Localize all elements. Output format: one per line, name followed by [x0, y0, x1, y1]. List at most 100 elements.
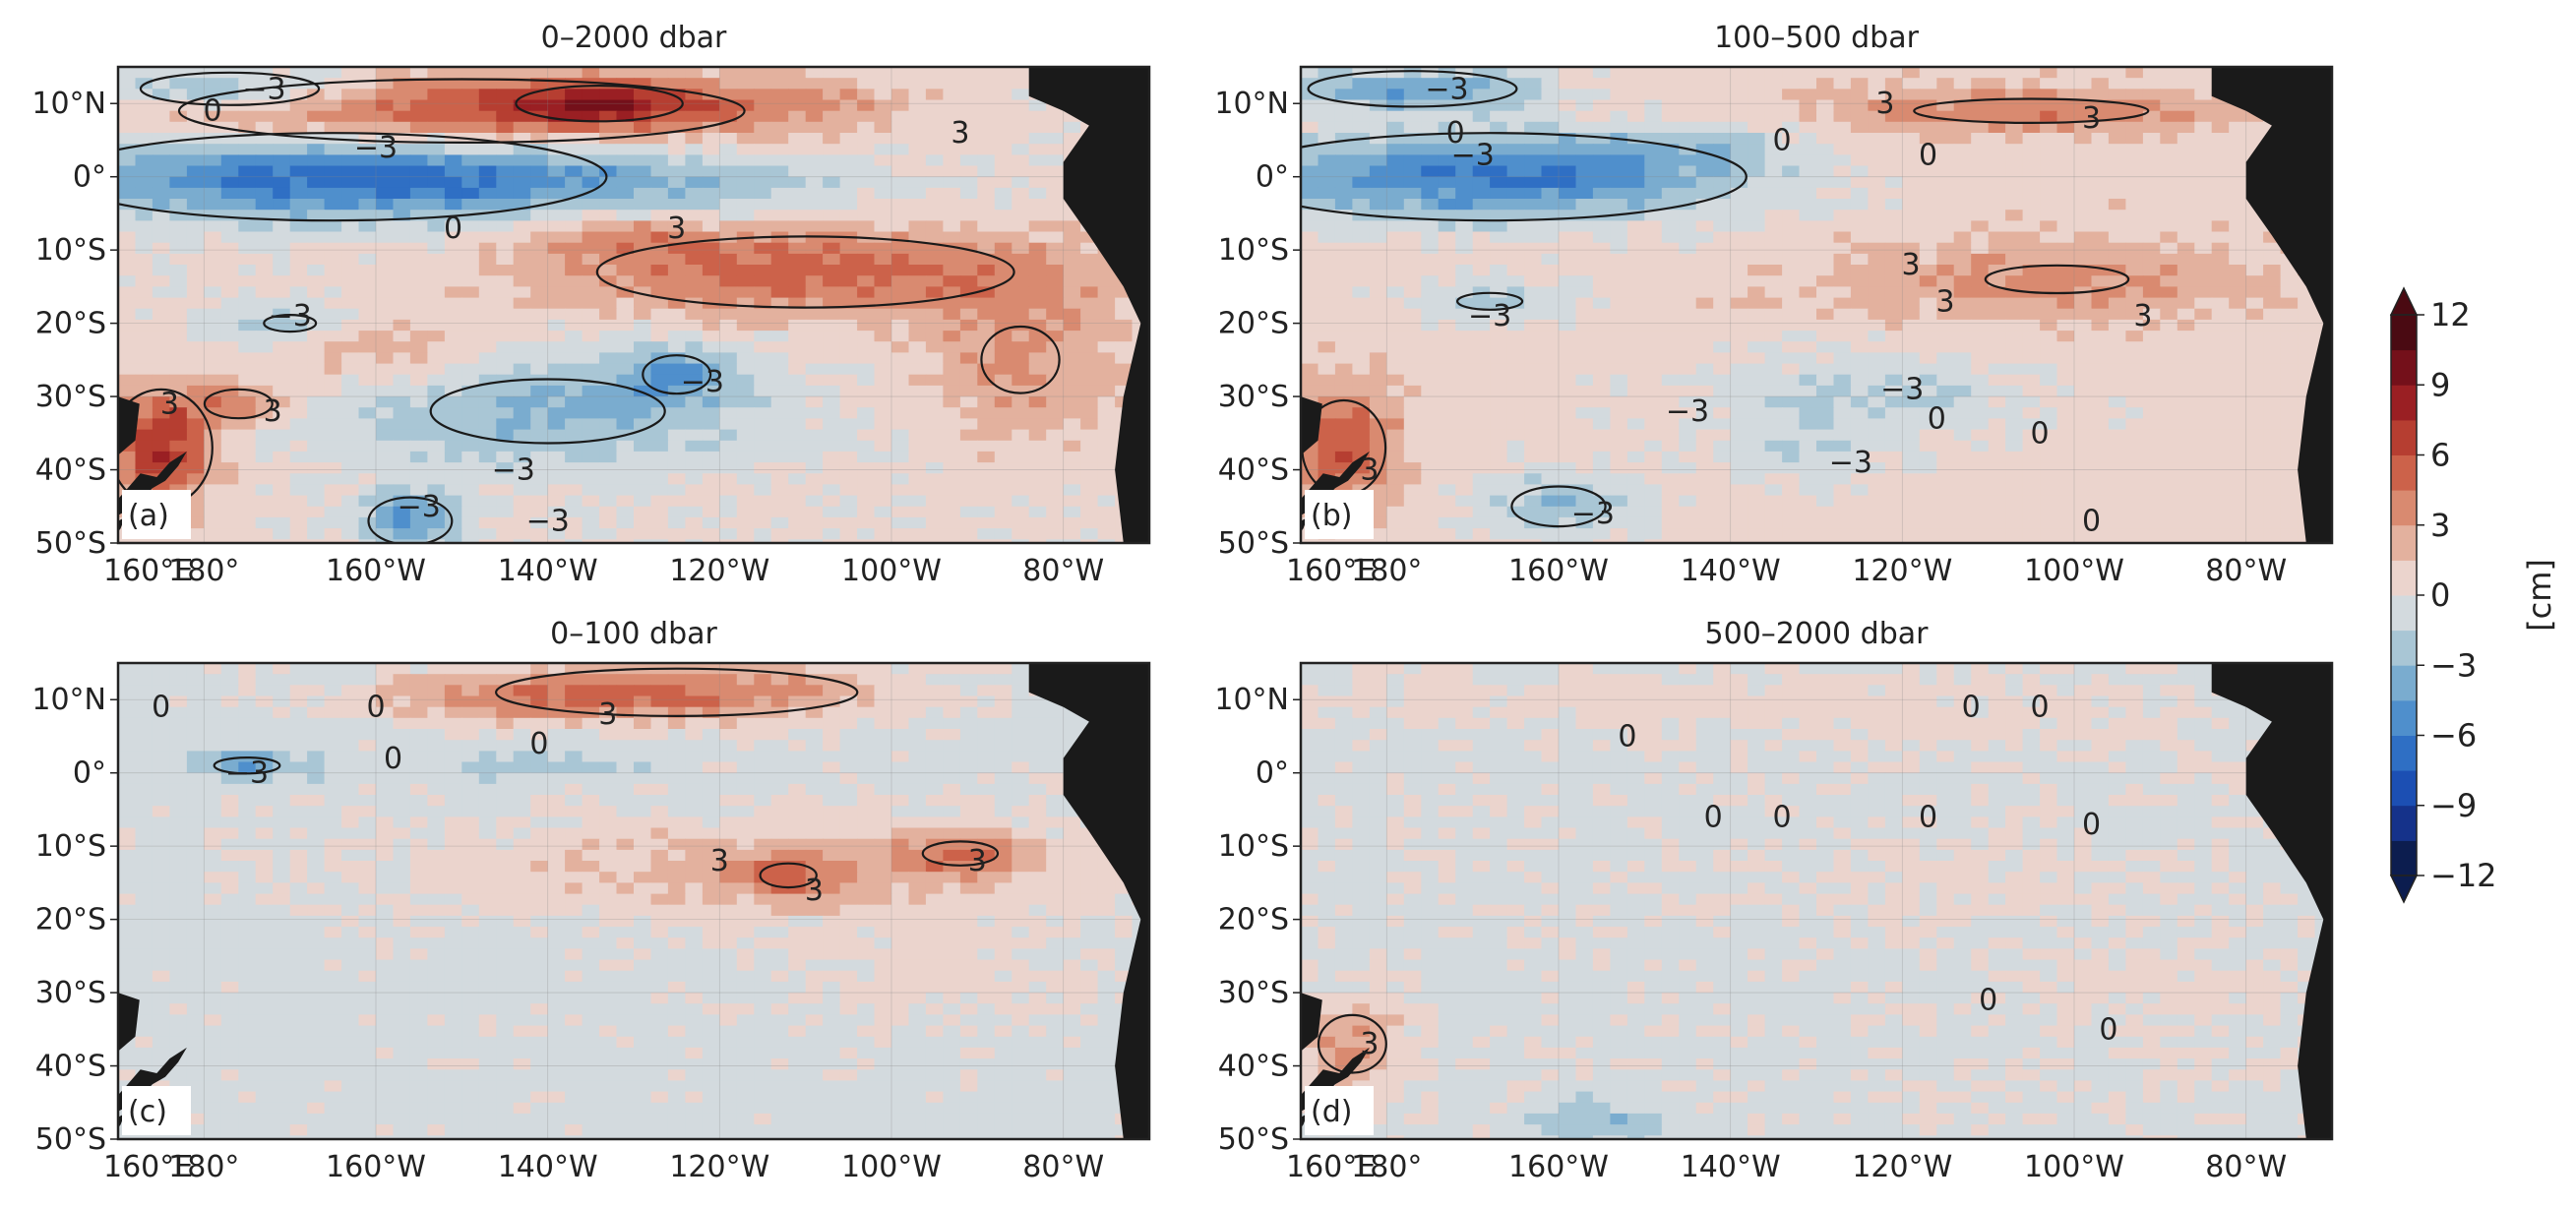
field-cell	[599, 473, 618, 486]
field-cell	[152, 385, 170, 397]
field-cell	[2245, 265, 2264, 276]
field-cell	[2194, 440, 2213, 453]
field-cell	[1884, 67, 1903, 79]
field-cell	[1919, 429, 1937, 442]
field-cell	[1919, 297, 1937, 310]
field-cell	[307, 308, 326, 321]
field-cell	[685, 462, 704, 474]
field-cell	[565, 473, 583, 486]
field-cell	[2091, 363, 2110, 376]
field-cell	[788, 275, 807, 287]
field-cell	[1421, 165, 1440, 178]
field-cell	[1988, 121, 2006, 134]
field-cell	[547, 165, 566, 178]
field-cell	[1301, 374, 1319, 387]
field-cell	[857, 516, 876, 529]
field-cell	[1816, 440, 1835, 453]
y-tick-label: 10°S	[35, 233, 106, 268]
field-cell	[891, 495, 910, 508]
field-cell	[1764, 341, 1783, 353]
field-cell	[2177, 67, 2195, 79]
field-cell	[1490, 473, 1508, 486]
field-cell	[2022, 165, 2041, 178]
field-cell	[1506, 396, 1525, 408]
field-cell	[2056, 451, 2075, 463]
field-cell	[994, 154, 1012, 167]
field-cell	[1868, 396, 1886, 408]
field-cell	[1953, 220, 1972, 233]
field-cell	[341, 484, 360, 497]
field-cell	[925, 144, 944, 155]
field-cell	[2005, 319, 2024, 332]
field-cell	[1833, 144, 1852, 155]
field-cell	[169, 429, 188, 442]
field-cell	[891, 539, 910, 543]
field-cell	[908, 396, 927, 408]
field-cell	[118, 265, 137, 276]
field-cell	[376, 396, 395, 408]
field-cell	[943, 231, 961, 244]
field-cell	[1386, 319, 1405, 332]
field-cell	[169, 319, 188, 332]
field-cell	[409, 363, 428, 376]
field-cell	[1695, 473, 1714, 486]
field-cell	[788, 341, 807, 353]
field-cell	[977, 242, 996, 255]
field-cell	[891, 451, 910, 463]
field-cell	[2263, 275, 2282, 287]
field-cell	[1318, 331, 1336, 342]
field-cell	[1764, 199, 1783, 211]
field-cell	[994, 176, 1012, 189]
field-cell	[1626, 199, 1645, 211]
field-cell	[1080, 352, 1099, 365]
field-cell	[307, 176, 326, 189]
field-cell	[599, 440, 618, 453]
field-cell	[1695, 286, 1714, 299]
field-cell	[513, 199, 531, 211]
field-cell	[255, 331, 274, 342]
field-cell	[2056, 154, 2075, 167]
field-cell	[1063, 253, 1081, 266]
field-cell	[513, 286, 531, 299]
field-cell	[1730, 352, 1748, 365]
field-cell	[2194, 253, 2213, 266]
field-cell	[1455, 462, 1474, 474]
field-cell	[1028, 319, 1047, 332]
field-cell	[1334, 89, 1353, 101]
field-cell	[1868, 297, 1886, 310]
field-cell	[358, 341, 377, 353]
field-cell	[2142, 110, 2161, 123]
field-cell	[2056, 78, 2075, 90]
field-cell	[1301, 462, 1319, 474]
field-cell	[1884, 319, 1903, 332]
field-cell	[667, 242, 686, 255]
field-cell	[2142, 242, 2161, 255]
field-cell	[1713, 199, 1732, 211]
field-cell	[1506, 331, 1525, 342]
field-cell	[874, 352, 892, 365]
field-cell	[547, 176, 566, 189]
field-cell	[2142, 199, 2161, 211]
field-cell	[393, 462, 411, 474]
field-cell	[943, 341, 961, 353]
field-cell	[1748, 363, 1766, 376]
field-cell	[2091, 429, 2110, 442]
field-cell	[1046, 121, 1065, 134]
field-cell	[1506, 133, 1525, 145]
field-cell	[770, 99, 789, 112]
field-cell	[1884, 210, 1903, 221]
field-cell	[943, 242, 961, 255]
field-cell	[994, 331, 1012, 342]
field-cell	[925, 352, 944, 365]
field-cell	[255, 99, 274, 112]
field-cell	[1352, 154, 1371, 167]
x-tick-label: 160°E	[103, 554, 193, 588]
field-cell	[650, 165, 669, 178]
field-cell	[634, 89, 652, 101]
field-cell	[289, 352, 308, 365]
field-cell	[393, 187, 411, 200]
field-cell	[1455, 331, 1474, 342]
field-cell	[1080, 462, 1099, 474]
field-cell	[118, 363, 137, 376]
field-cell	[1868, 144, 1886, 155]
